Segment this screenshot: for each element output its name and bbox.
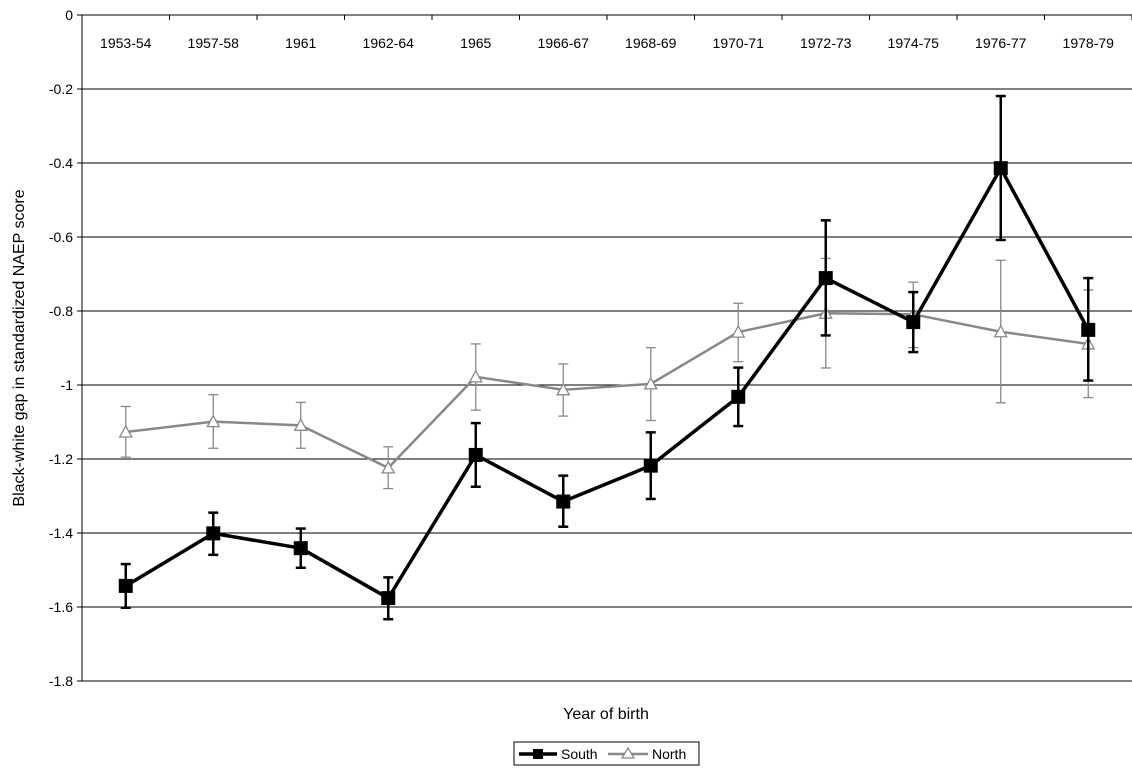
- gridlines: [82, 14, 1132, 682]
- y-tick-label: -0.2: [49, 81, 73, 97]
- y-tick-label: 0: [65, 7, 73, 23]
- category-label: 1953-54: [100, 35, 152, 51]
- legend-south-marker: [533, 749, 543, 759]
- data-point: [731, 324, 746, 338]
- y-tick-label: -0.4: [49, 155, 73, 171]
- data-point: [468, 447, 483, 462]
- data-point: [293, 417, 308, 431]
- series-north: [118, 257, 1096, 490]
- series-line: [125, 311, 1089, 470]
- data-point: [906, 315, 921, 330]
- y-tick-label: -1.6: [49, 599, 73, 615]
- data-point: [818, 271, 833, 286]
- data-point: [643, 376, 658, 390]
- data-point: [206, 414, 221, 428]
- data-point: [643, 458, 658, 473]
- data-point: [118, 578, 133, 593]
- category-label: 1972-73: [800, 35, 852, 51]
- series: [118, 94, 1096, 621]
- data-point: [206, 526, 221, 541]
- data-point: [556, 494, 571, 509]
- data-point: [993, 324, 1008, 338]
- y-tick-label: -1: [61, 377, 74, 393]
- category-label: 1978-79: [1063, 35, 1115, 51]
- y-tick-label: -1.4: [49, 525, 73, 541]
- legend: South North: [513, 741, 700, 766]
- y-tick-label: -1.8: [49, 673, 73, 689]
- data-point: [468, 369, 483, 383]
- data-point: [118, 424, 133, 438]
- data-point: [556, 382, 571, 396]
- series-south: [118, 94, 1096, 621]
- category-label: 1961: [285, 35, 316, 51]
- data-point: [731, 389, 746, 404]
- y-axis-label: Black-white gap in standardized NAEP sco…: [11, 189, 28, 506]
- legend-south-label: South: [561, 746, 598, 762]
- category-label: 1974-75: [888, 35, 940, 51]
- y-tick-label: -0.8: [49, 303, 73, 319]
- legend-north-marker: [620, 746, 636, 759]
- series-line: [124, 166, 1090, 600]
- data-point: [993, 161, 1008, 176]
- y-tick-labels: 0 -0.2 -0.4 -0.6 -0.8 -1 -1.2 -1.4 -1.6 -1.8: [49, 7, 73, 689]
- category-labels: 1953-54 1957-58 1961 1962-64 1965 1966-67 1968…: [100, 35, 1114, 51]
- y-tick-label: -0.6: [49, 229, 73, 245]
- category-label: 1962-64: [363, 35, 415, 51]
- data-point: [1081, 322, 1096, 337]
- data-point: [381, 460, 396, 474]
- legend-box: [513, 741, 700, 766]
- axes: [77, 14, 1132, 682]
- category-label: 1970-71: [713, 35, 765, 51]
- data-point: [293, 541, 308, 556]
- category-label: 1957-58: [188, 35, 240, 51]
- data-point: [381, 591, 396, 606]
- category-label: 1968-69: [625, 35, 677, 51]
- y-tick-label: -1.2: [49, 451, 73, 467]
- category-label: 1966-67: [538, 35, 590, 51]
- category-label: 1965: [460, 35, 491, 51]
- x-axis-label: Year of birth: [563, 706, 649, 723]
- category-label: 1976-77: [975, 35, 1027, 51]
- legend-north-label: North: [652, 746, 686, 762]
